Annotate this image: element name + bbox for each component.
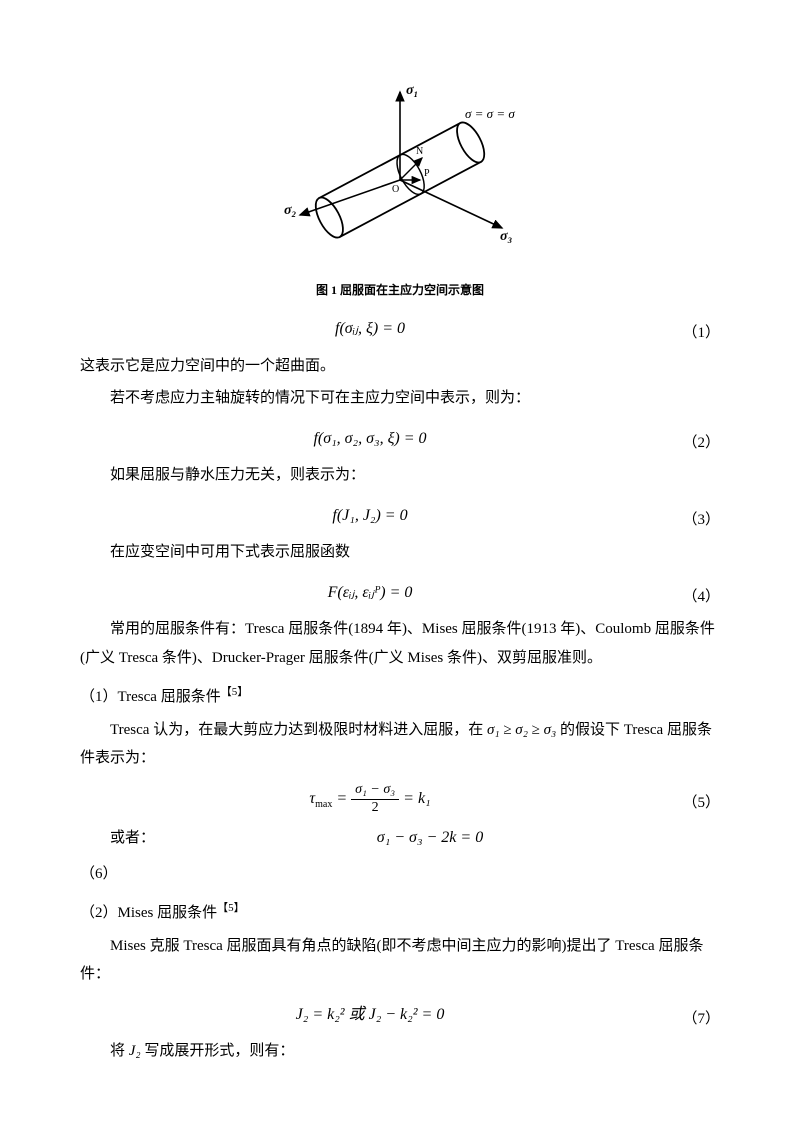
para-4: 在应变空间中可用下式表示屈服函数 [80,538,720,567]
para-2: 若不考虑应力主轴旋转的情况下可在主应力空间中表示，则为： [80,384,720,413]
para-5: 常用的屈服条件有：Tresca 屈服条件(1894 年)、Mises 屈服条件(… [80,615,720,672]
side-label: σ = σ = σ [465,106,515,121]
equation-3-num: （3） [660,498,720,535]
equation-7-num: （7） [660,997,720,1034]
para-6: Tresca 认为，在最大剪应力达到极限时材料进入屈服，在 σ₁ ≥ σ₂ ≥ … [80,716,720,773]
inner-O: O [392,184,399,195]
equation-7: J₂ = k₂² 或 J₂ − k₂² = 0 [296,1006,445,1023]
yield-surface-svg: σ₁ σ₂ σ₃ σ = σ = σ N P O [270,80,530,260]
ref-5a: 【5】 [221,686,249,698]
equation-1-num: （1） [660,311,720,348]
para-8: 将 J₂ 写成展开形式，则有： [80,1037,720,1066]
axis-s3-label: σ₃ [500,229,513,244]
equation-4-row: F(εᵢⱼ, εᵢⱼᴾ) = 0 （4） [80,575,720,612]
equation-6: σ₁ − σ₃ − 2k = 0 [377,829,483,846]
inner-P: P [424,168,430,179]
para-8m: J₂ [129,1043,141,1059]
para-6a: Tresca 认为，在最大剪应力达到极限时材料进入屈服，在 [110,722,487,738]
eq5-frac-d: 2 [351,800,399,817]
para-3: 如果屈服与静水压力无关，则表示为： [80,461,720,490]
equation-3-row: f(J₁, J₂) = 0 （3） [80,498,720,535]
equation-6-num: （6） [80,860,720,889]
equation-3: f(J₁, J₂) = 0 [332,507,407,524]
inner-N: N [416,146,423,157]
eq5-frac-n: σ₁ − σ₃ [351,782,399,800]
equation-7-row: J₂ = k₂² 或 J₂ − k₂² = 0 （7） [80,997,720,1034]
figure-caption: 图 1 屈服面在主应力空间示意图 [80,279,720,302]
equation-6-row: 或者： σ₁ − σ₃ − 2k = 0 [80,823,720,853]
equation-1: f(σᵢⱼ, ξ) = 0 [335,320,405,337]
heading-tresca: （1）Tresca 屈服条件【5】 [80,682,720,712]
para-1: 这表示它是应力空间中的一个超曲面。 [80,352,720,381]
axis-s1-label: σ₁ [406,83,418,98]
equation-2: f(σ₁, σ₂, σ₃, ξ) = 0 [313,430,426,447]
para-6m: σ₁ ≥ σ₂ ≥ σ₃ [487,722,556,738]
equation-2-row: f(σ₁, σ₂, σ₃, ξ) = 0 （2） [80,421,720,458]
heading-mises-text: （2）Mises 屈服条件 [80,905,217,921]
para-8a: 将 [110,1043,129,1059]
ref-5b: 【5】 [217,902,245,914]
eq5-lhs-sub: max [315,799,332,810]
equation-4: F(εᵢⱼ, εᵢⱼᴾ) = 0 [328,584,413,601]
heading-tresca-text: （1）Tresca 屈服条件 [80,689,221,705]
heading-mises: （2）Mises 屈服条件【5】 [80,898,720,928]
axis-s2-label: σ₂ [284,203,297,218]
para-7: Mises 克服 Tresca 屈服面具有角点的缺陷(即不考虑中间主应力的影响)… [80,932,720,989]
equation-5: τmax = σ₁ − σ₃ 2 = k₁ [80,782,660,817]
equation-5-num: （5） [660,781,720,818]
equation-5-row: τmax = σ₁ − σ₃ 2 = k₁ （5） [80,781,720,818]
eq5-rhs: = k₁ [403,790,430,807]
equation-4-num: （4） [660,575,720,612]
equation-2-num: （2） [660,421,720,458]
para-8b: 写成展开形式，则有： [141,1043,295,1059]
equation-1-row: f(σᵢⱼ, ξ) = 0 （1） [80,311,720,348]
or-label: 或者： [80,824,200,853]
figure-yield-surface: σ₁ σ₂ σ₃ σ = σ = σ N P O [80,80,720,271]
